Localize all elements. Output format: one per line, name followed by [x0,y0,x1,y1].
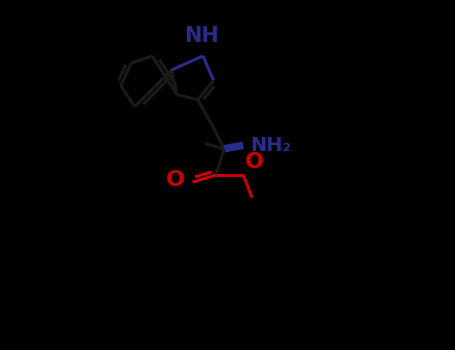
Text: NH₂: NH₂ [250,136,291,155]
Text: O: O [166,170,185,190]
Text: O: O [245,152,264,172]
Text: NH: NH [184,26,218,46]
